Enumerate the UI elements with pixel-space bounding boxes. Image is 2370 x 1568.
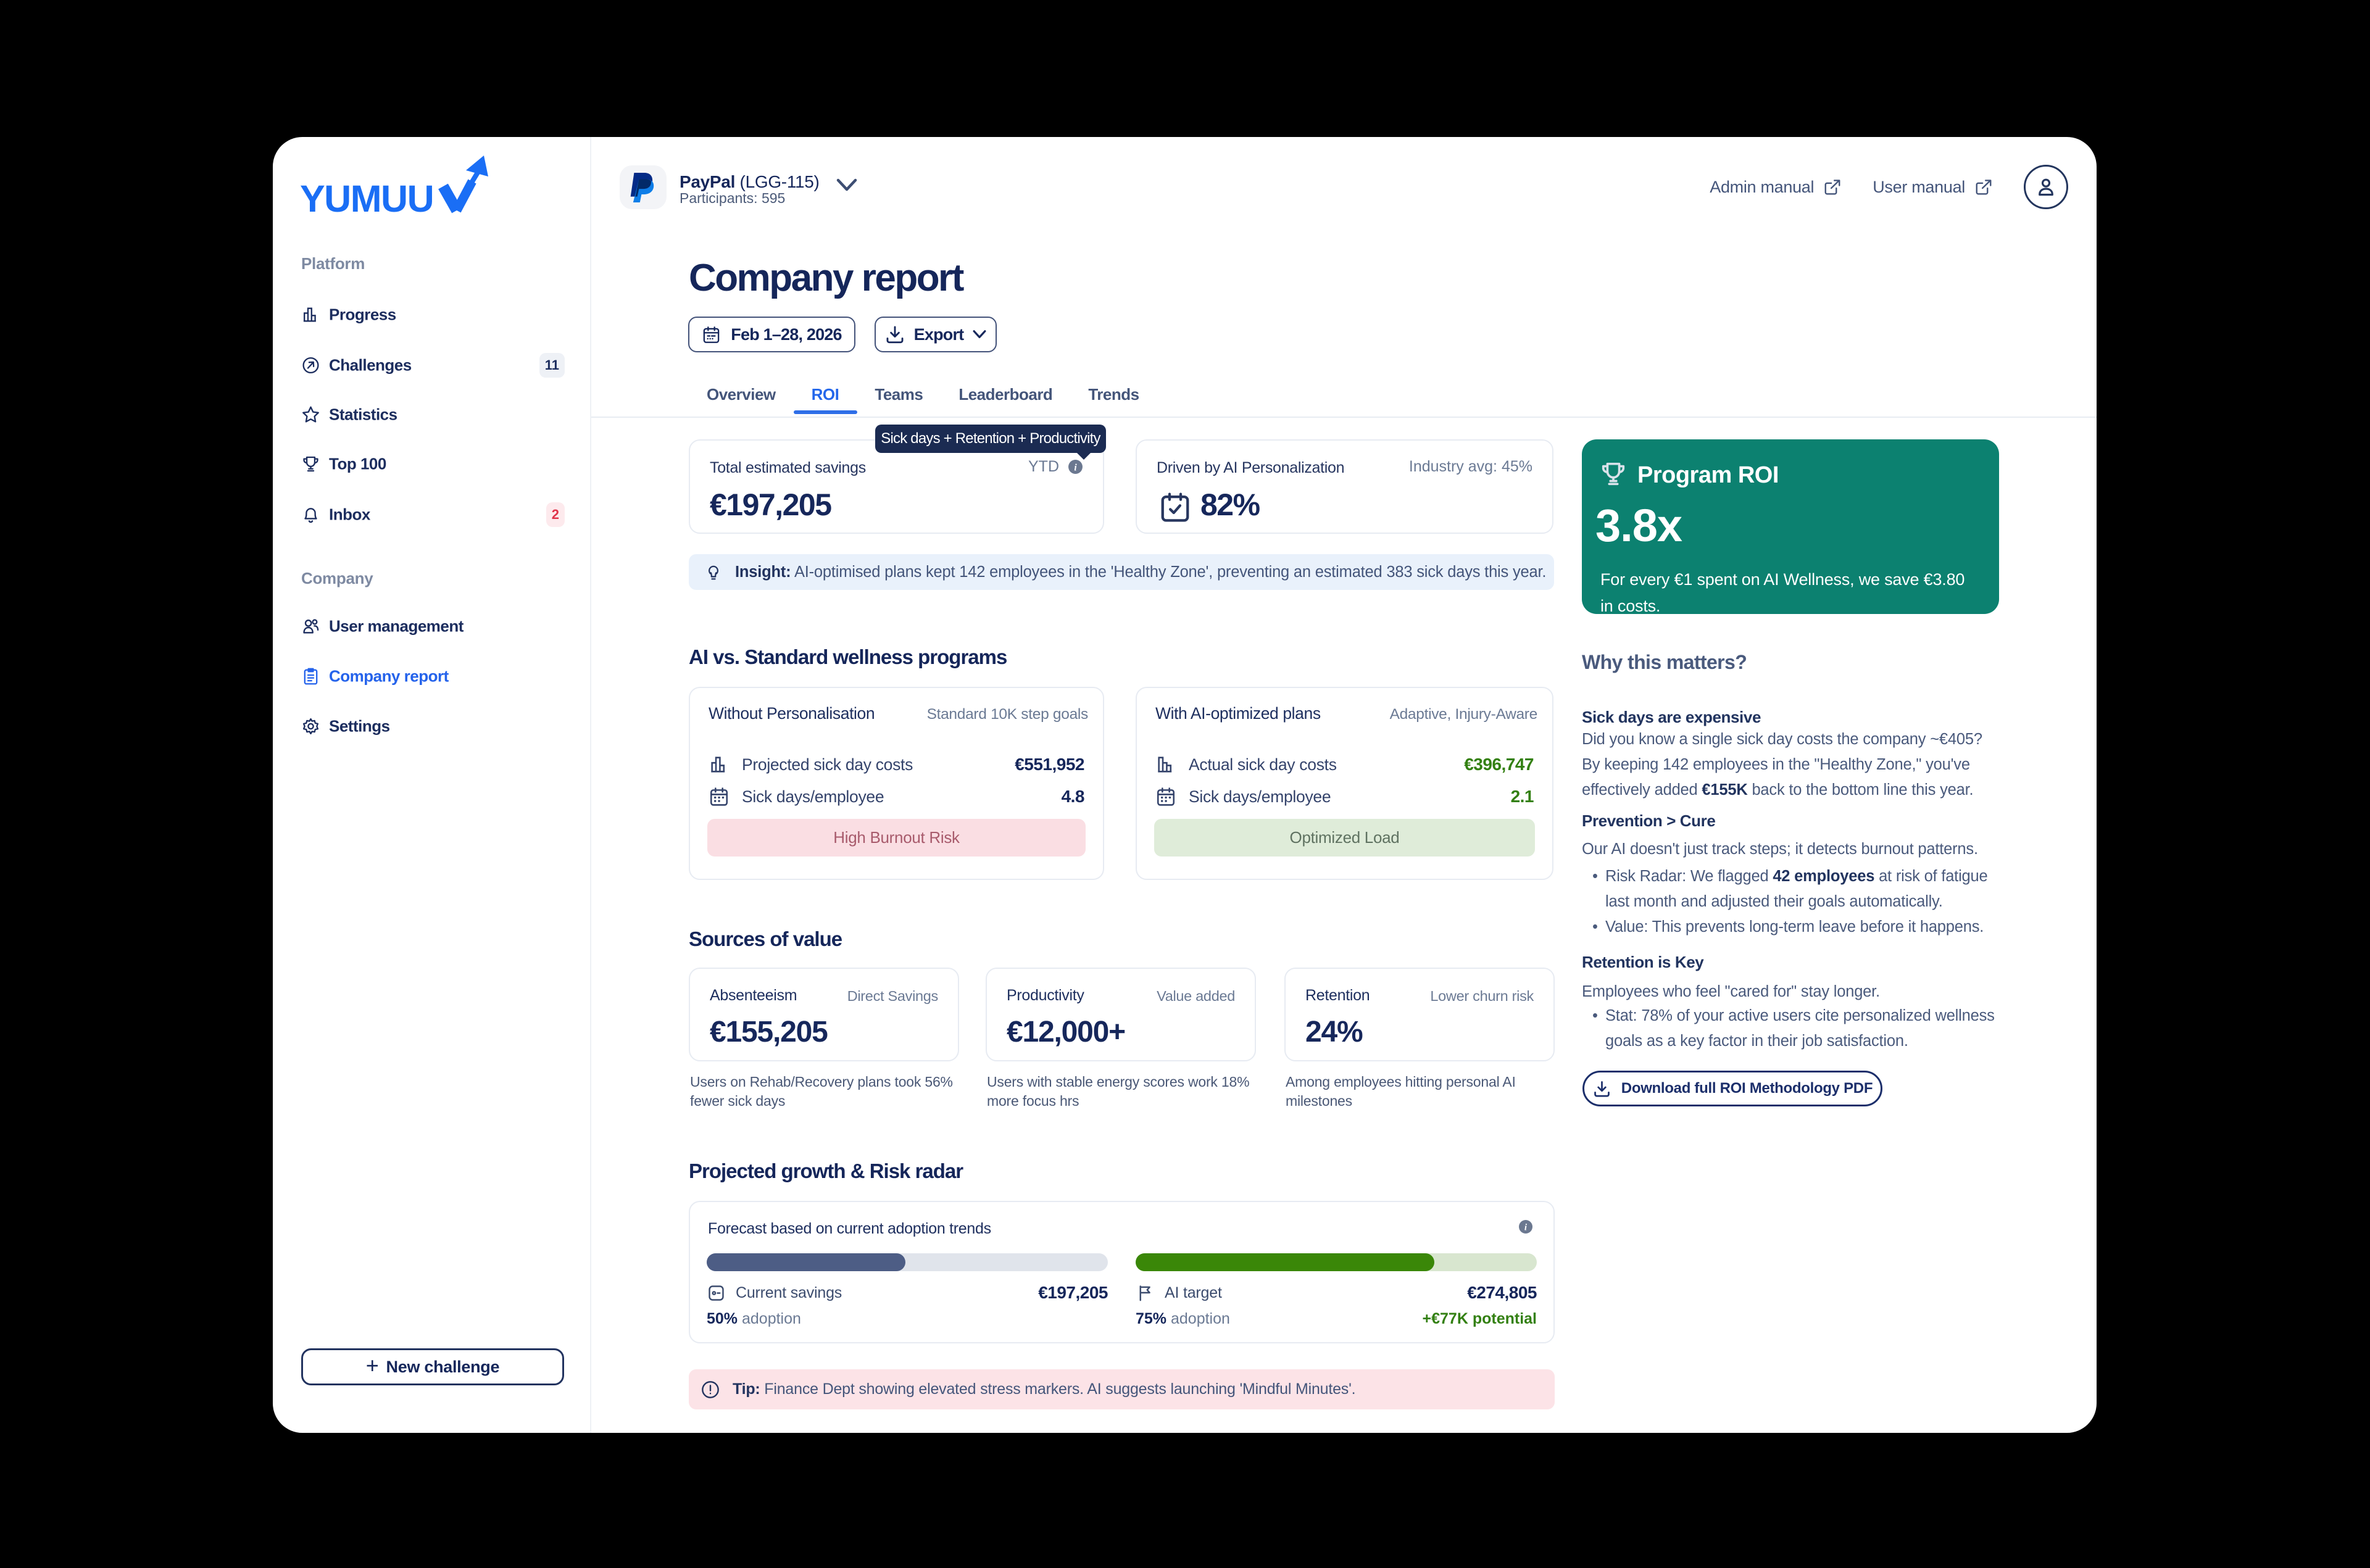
svg-text:YUMUU: YUMUU [300, 178, 433, 215]
svg-text:i: i [1524, 1223, 1528, 1233]
svg-text:i: i [1074, 462, 1077, 473]
